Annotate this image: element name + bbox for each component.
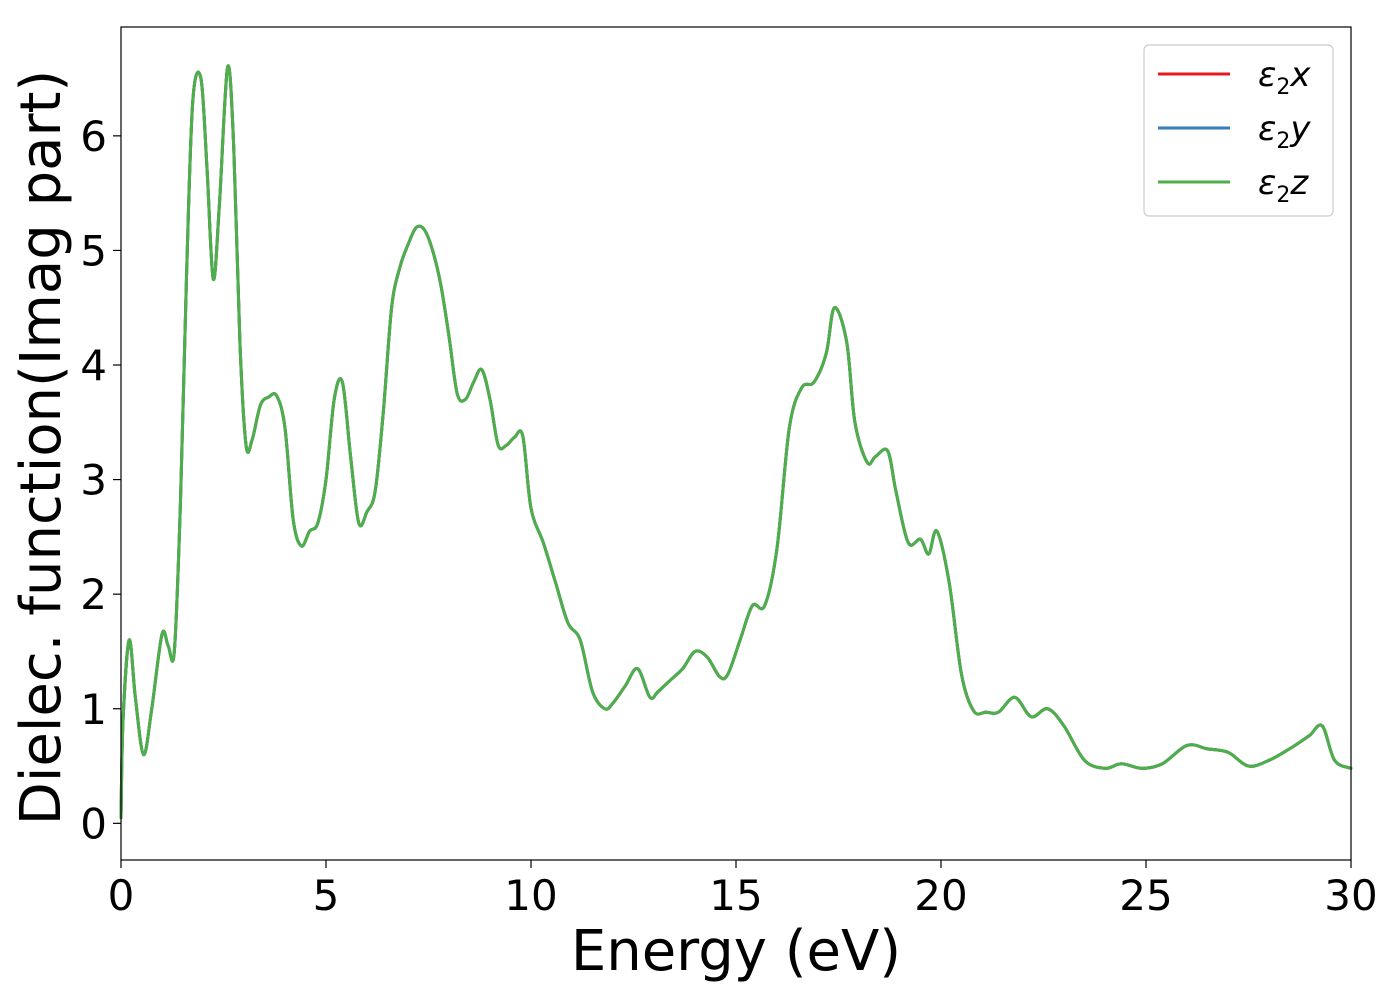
x-tick-label: 20 (914, 871, 967, 920)
y-tick-label: 5 (80, 226, 107, 275)
legend: ε2x ε2y ε2z (1143, 44, 1334, 217)
x-axis-title: Energy (eV) (571, 919, 901, 984)
y-tick-label: 2 (80, 570, 107, 619)
x-tick-label: 10 (504, 871, 557, 920)
x-tick-label: 25 (1119, 871, 1172, 920)
x-tick-label: 15 (709, 871, 762, 920)
x-tick-label: 0 (108, 871, 135, 920)
y-tick-label: 1 (80, 685, 107, 734)
series-line-3 (119, 64, 1353, 820)
y-tick-label: 6 (80, 112, 107, 161)
legend-box (1143, 44, 1334, 217)
legend-label-1: ε2x (1258, 55, 1311, 100)
legend-label-3: ε2z (1258, 163, 1309, 208)
y-tick-label: 4 (80, 341, 107, 390)
x-tick-label: 5 (313, 871, 340, 920)
x-axis-ticks: 0 5 10 15 20 25 30 (108, 860, 1378, 920)
y-tick-label: 0 (80, 799, 107, 848)
y-tick-label: 3 (80, 456, 107, 505)
y-axis-title: Dielec. function(Imag part) (9, 70, 74, 826)
x-tick-label: 30 (1324, 871, 1377, 920)
legend-label-2: ε2y (1258, 109, 1311, 154)
series-layer (119, 64, 1353, 820)
y-axis-ticks: 0 1 2 3 4 5 6 (80, 112, 121, 848)
